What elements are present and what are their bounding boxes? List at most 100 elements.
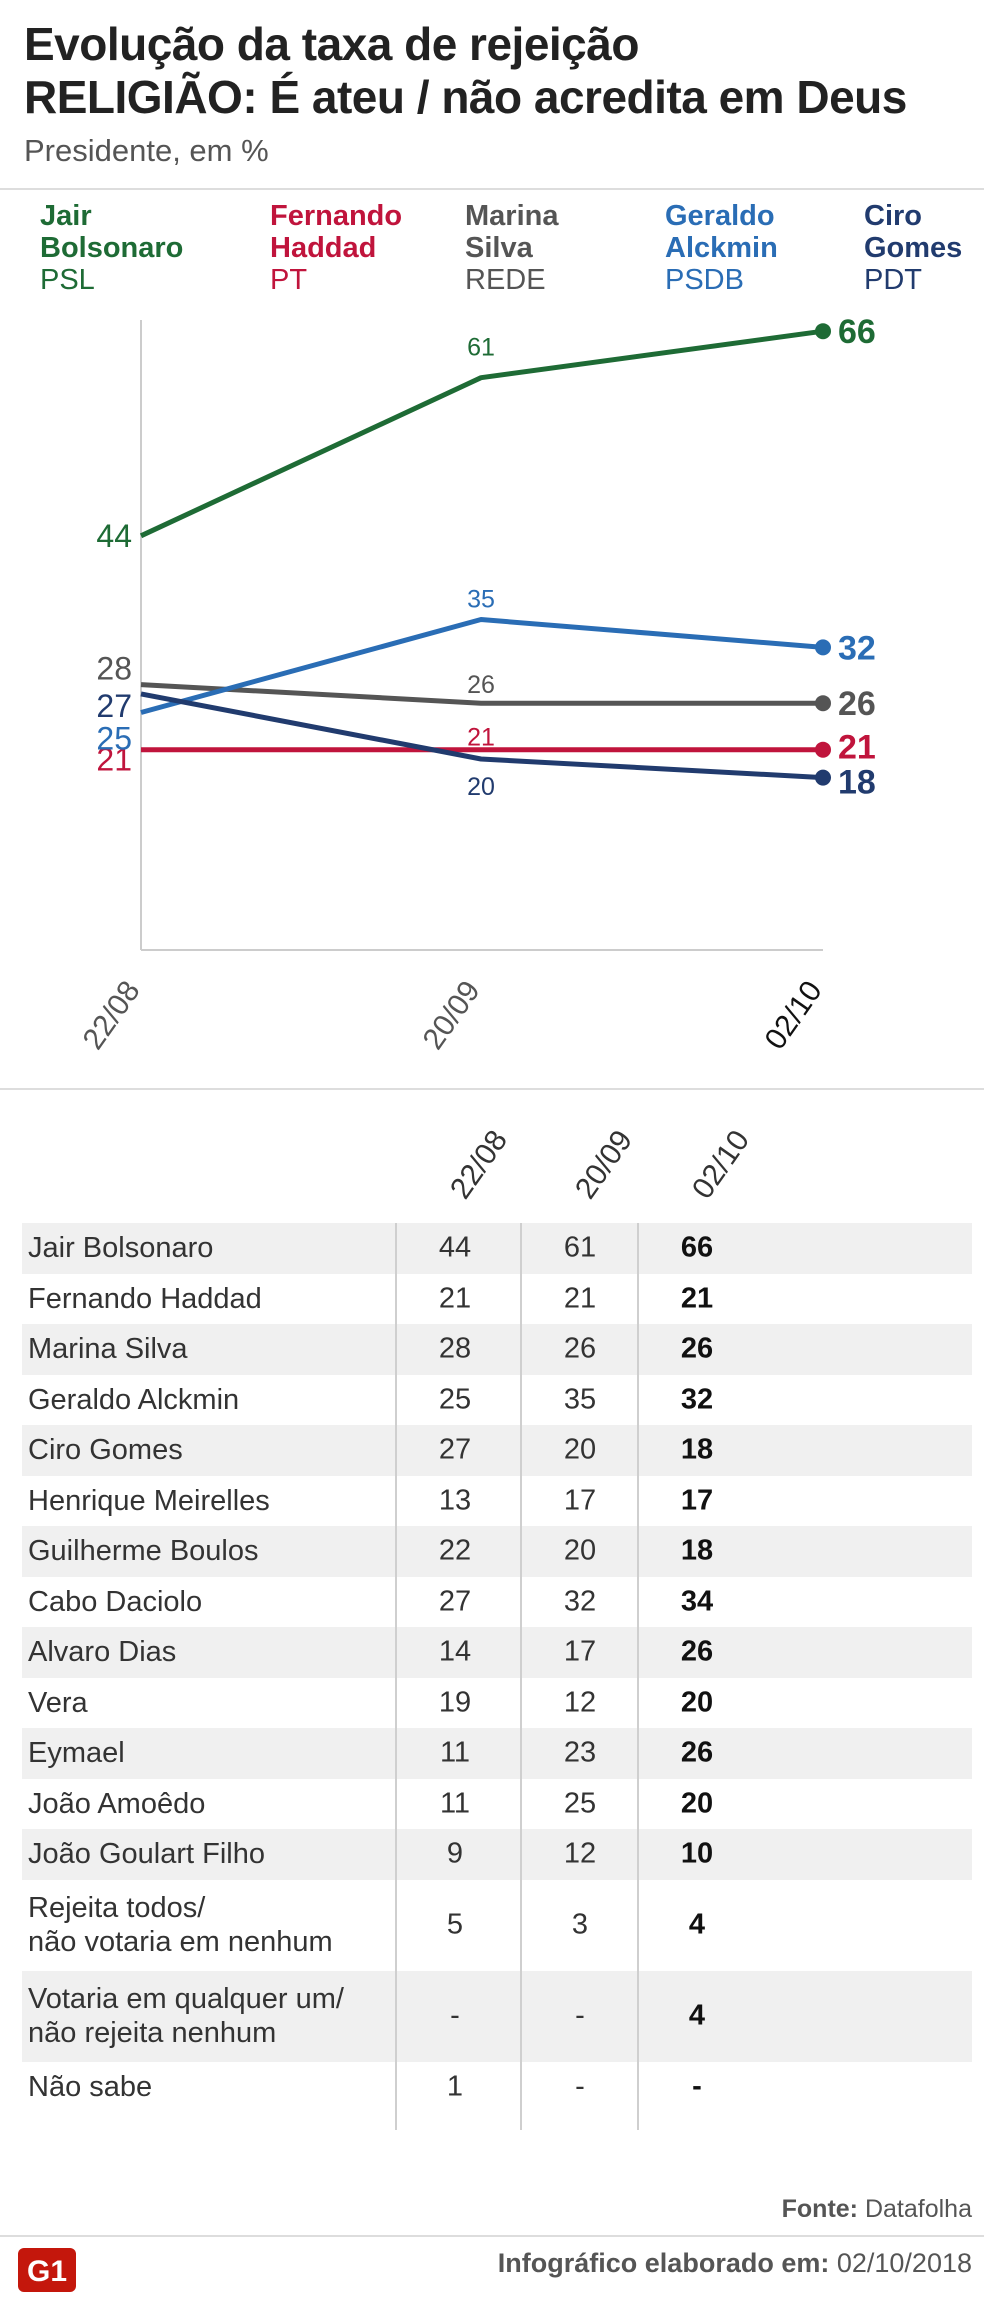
table-row: Geraldo Alckmin 25 35 32 xyxy=(22,1375,972,1426)
cell-value: 21 xyxy=(563,1282,597,1315)
table-row: Jair Bolsonaro 44 61 66 xyxy=(22,1223,972,1274)
table-row: Cabo Daciolo 27 32 34 xyxy=(22,1577,972,1628)
cell-value: 26 xyxy=(563,1332,597,1365)
row-name-line-1: Rejeita todos/ xyxy=(28,1892,206,1924)
mid-value-label: 61 xyxy=(467,334,495,362)
mid-value-label: 26 xyxy=(467,671,495,699)
legend-name-1: Marina xyxy=(465,200,559,232)
series-line-ciro-gomes xyxy=(140,691,824,781)
start-value-label: 27 xyxy=(96,688,132,724)
legend-bolsonaro: Jair Bolsonaro PSL xyxy=(40,200,183,296)
cell-value: 17 xyxy=(563,1484,597,1517)
footer-divider xyxy=(0,2235,984,2237)
start-value-label: 25 xyxy=(96,721,132,757)
row-name: Eymael xyxy=(28,1737,125,1770)
cell-value: 27 xyxy=(438,1433,472,1466)
start-value-label: 44 xyxy=(96,518,132,554)
cell-value: 11 xyxy=(439,1736,471,1769)
table-row: Votaria em qualquer um/ não rejeita nenh… xyxy=(22,1970,972,2062)
table-row: Vera 19 12 20 xyxy=(22,1678,972,1729)
legend-name-1: Ciro xyxy=(864,200,922,232)
start-value-label: 21 xyxy=(96,742,132,778)
table-row: Alvaro Dias 14 17 26 xyxy=(22,1627,972,1678)
row-name: Fernando Haddad xyxy=(28,1282,262,1315)
cell-value: 34 xyxy=(680,1585,714,1618)
row-name: Alvaro Dias xyxy=(28,1636,177,1669)
chart-title: Evolução da taxa de rejeição RELIGIÃO: É… xyxy=(24,18,907,124)
table-row: Marina Silva 28 26 26 xyxy=(22,1324,972,1375)
line-chart: 22/08 20/09 02/10 44 61 66 21 21 21 28 26 26 25 35 32 2… xyxy=(77,313,876,1055)
row-name: Votaria em qualquer um/ não rejeita nenh… xyxy=(28,1982,344,2050)
cell-value: 14 xyxy=(438,1635,472,1668)
row-name: João Goulart Filho xyxy=(28,1838,265,1871)
source-note: Fonte: Datafolha xyxy=(782,2195,972,2224)
cell-value: - xyxy=(575,2070,585,2103)
legend-name-2: Alckmin xyxy=(665,232,778,264)
column-divider xyxy=(395,1223,397,2130)
cell-value: 1 xyxy=(446,2070,464,2103)
cell-value: 20 xyxy=(563,1534,597,1567)
table-row: Henrique Meirelles 13 17 17 xyxy=(22,1476,972,1527)
cell-value: 3 xyxy=(571,1908,589,1941)
cell-value: 17 xyxy=(680,1484,714,1517)
g1-logo: G1 xyxy=(18,2248,76,2292)
row-name: Guilherme Boulos xyxy=(28,1535,259,1568)
start-value-label: 28 xyxy=(96,651,132,687)
source-label: Fonte: xyxy=(781,2195,859,2223)
series-line-jair-bolsonaro xyxy=(139,328,824,539)
x-tick-label: 02/10 xyxy=(759,975,829,1055)
credit-note: Infográfico elaborado em: 02/10/2018 xyxy=(498,2248,972,2279)
row-name: Não sabe xyxy=(28,2070,153,2103)
legend-name-2: Haddad xyxy=(270,232,377,264)
row-name: Ciro Gomes xyxy=(28,1434,183,1467)
mid-value-label: 35 xyxy=(467,586,495,614)
cell-value: 4 xyxy=(688,1999,706,2032)
chart-subtitle: Presidente, em % xyxy=(24,133,269,168)
cell-value: 32 xyxy=(680,1383,714,1416)
source-name: Datafolha xyxy=(864,2195,972,2223)
x-tick-label: 22/08 xyxy=(77,975,147,1055)
series-line-marina-silva xyxy=(140,682,823,706)
table-row: João Goulart Filho 9 12 10 xyxy=(22,1829,972,1880)
legend-party: PSDB xyxy=(665,264,744,296)
table-row: Ciro Gomes 27 20 18 xyxy=(22,1425,972,1476)
legend-ciro: Ciro Gomes PDT xyxy=(864,200,962,296)
row-name: Cabo Daciolo xyxy=(28,1585,203,1618)
cell-value: - xyxy=(575,1999,585,2032)
legend-name-2: Gomes xyxy=(864,232,963,264)
legend-name-2: Silva xyxy=(465,232,533,264)
cell-value: 25 xyxy=(438,1383,472,1416)
row-name: Marina Silva xyxy=(28,1333,188,1366)
legend-name-1: Geraldo xyxy=(665,200,775,232)
row-name: Geraldo Alckmin xyxy=(28,1383,240,1416)
cell-value: 66 xyxy=(680,1231,714,1264)
legend-party: PDT xyxy=(864,264,922,296)
row-name: Vera xyxy=(28,1686,88,1719)
cell-value: - xyxy=(692,2070,702,2103)
end-value-label: 26 xyxy=(838,685,876,723)
cell-value: 4 xyxy=(688,1908,706,1941)
cell-value: 21 xyxy=(680,1282,714,1315)
cell-value: 26 xyxy=(680,1736,714,1769)
table-row: Rejeita todos/ não votaria em nenhum 5 3… xyxy=(22,1880,972,1971)
title-line-1: Evolução da taxa de rejeição xyxy=(24,18,639,70)
cell-value: 23 xyxy=(563,1736,597,1769)
cell-value: 26 xyxy=(680,1635,714,1668)
legend-alckmin: Geraldo Alckmin PSDB xyxy=(665,200,778,296)
legend-name-1: Jair xyxy=(40,200,92,232)
cell-value: 21 xyxy=(438,1282,472,1315)
cell-value: 11 xyxy=(439,1787,471,1820)
cell-value: 35 xyxy=(563,1383,597,1416)
cell-value: 17 xyxy=(563,1635,597,1668)
table-row: Não sabe 1 - - xyxy=(22,2062,972,2113)
cell-value: 27 xyxy=(438,1585,472,1618)
row-name: Jair Bolsonaro xyxy=(28,1232,214,1265)
cell-value: 20 xyxy=(563,1433,597,1466)
column-header-1: 22/08 xyxy=(443,1124,515,1205)
cell-value: 9 xyxy=(446,1837,464,1870)
cell-value: 26 xyxy=(680,1332,714,1365)
cell-value: 20 xyxy=(680,1686,714,1719)
end-point-ciro-gomes xyxy=(815,769,831,786)
series-line-geraldo-alckmin xyxy=(140,617,824,715)
column-header-3: 02/10 xyxy=(685,1124,757,1205)
